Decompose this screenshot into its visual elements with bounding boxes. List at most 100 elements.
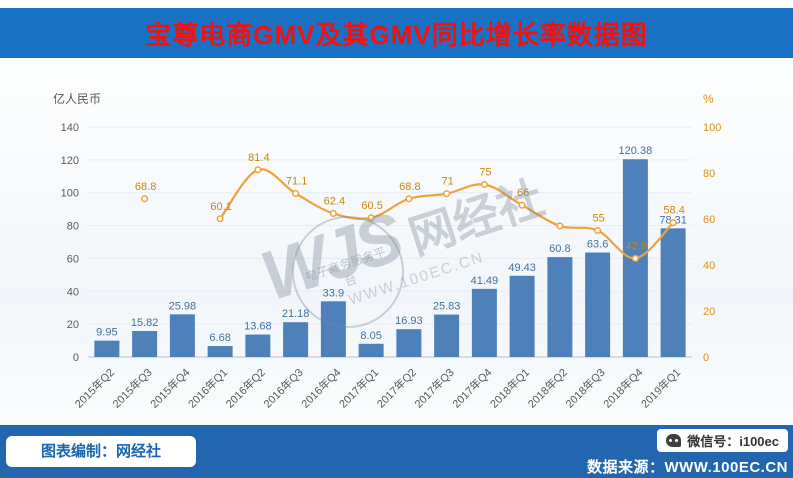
growth-point-marker — [556, 222, 564, 230]
growth-point-marker — [254, 166, 262, 174]
growth-value-label: 71.1 — [286, 175, 307, 187]
x-tick-label: 2017年Q1 — [336, 365, 381, 410]
growth-point-marker — [518, 201, 526, 209]
growth-point-marker — [443, 190, 451, 198]
x-tick-label: 2016年Q1 — [185, 365, 230, 410]
gmv-bar — [207, 346, 233, 357]
footer-bar: 图表编制：网经社 微信号：i100ec 数据来源：WWW.100EC.CN — [0, 425, 793, 478]
x-tick-label: 2018年Q2 — [525, 365, 570, 410]
x-tick-label: 2015年Q3 — [109, 365, 154, 410]
gmv-bar-value-label: 13.68 — [244, 321, 272, 333]
y-left-tick-label: 100 — [61, 188, 79, 200]
x-tick-label: 2018年Q4 — [600, 365, 645, 410]
gmv-bar-value-label: 6.68 — [209, 332, 230, 344]
data-source: 数据来源：WWW.100EC.CN — [586, 459, 788, 476]
gmv-bar-value-label: 63.6 — [587, 239, 608, 251]
y-right-tick-label: 40 — [703, 260, 715, 272]
gmv-bar-value-label: 15.82 — [131, 317, 159, 329]
footer-right: 微信号：i100ec 数据来源：WWW.100EC.CN — [587, 429, 788, 477]
gmv-bar — [94, 340, 120, 357]
gmv-bar-value-label: 41.49 — [471, 275, 499, 287]
growth-value-label: 42.9 — [626, 240, 647, 252]
gmv-bar-value-label: 8.05 — [360, 330, 381, 342]
gmv-bar — [245, 334, 271, 357]
wechat-icon — [666, 434, 682, 447]
x-tick-label: 2017年Q4 — [449, 365, 494, 410]
growth-point-marker — [594, 226, 602, 235]
gmv-bar — [471, 288, 497, 357]
y-right-axis-title: % — [703, 92, 714, 106]
y-right-tick-label: 60 — [703, 214, 715, 226]
growth-point-marker — [367, 214, 375, 222]
growth-value-label: 75 — [479, 167, 491, 179]
growth-value-label: 68.8 — [135, 181, 156, 193]
x-tick-label: 2017年Q2 — [374, 365, 419, 410]
growth-point-marker — [292, 189, 300, 198]
y-left-tick-label: 0 — [73, 352, 79, 364]
wechat-chip: 微信号：i100ec — [657, 429, 788, 452]
x-tick-label: 2018年Q1 — [487, 365, 532, 410]
gmv-combo-chart: 0 20 40 60 80 100 120 140 0 20 40 60 80 100 亿人民币 % 2015年… — [53, 91, 721, 411]
credit-badge: 图表编制：网经社 — [6, 436, 196, 467]
x-tick-label: 2015年Q2 — [72, 365, 117, 410]
x-tick-label: 2016年Q3 — [260, 365, 305, 410]
x-tick-label: 2017年Q3 — [411, 365, 456, 410]
gmv-bar — [434, 314, 460, 357]
growth-value-label: 66 — [517, 187, 529, 199]
gmv-bar — [358, 343, 384, 357]
chart-title: 宝尊电商GMV及其GMV同比增长率数据图 — [145, 19, 648, 50]
y-left-tick-label: 40 — [67, 286, 79, 298]
growth-value-label: 81.4 — [248, 152, 269, 164]
gmv-bar — [547, 257, 573, 357]
gmv-bar — [585, 252, 611, 357]
growth-point-marker — [141, 195, 149, 203]
growth-value-label: 60.1 — [210, 201, 231, 213]
growth-point-marker — [669, 219, 677, 227]
gmv-bar-value-label: 49.43 — [508, 262, 536, 274]
growth-point-marker — [631, 254, 639, 262]
chart-section: 0 20 40 60 80 100 120 140 0 20 40 60 80 100 亿人民币% 2015年… — [0, 58, 793, 425]
x-tick-label: 2016年Q2 — [223, 365, 268, 410]
gmv-bar — [283, 322, 309, 357]
growth-value-label: 58.4 — [663, 205, 684, 217]
x-tick-label: 2015年Q4 — [147, 365, 192, 410]
growth-value-label: 68.8 — [399, 181, 420, 193]
y-left-tick-label: 140 — [61, 122, 79, 134]
gmv-bar — [132, 331, 158, 357]
gmv-bar — [396, 329, 422, 357]
growth-value-label: 60.5 — [361, 200, 382, 212]
gmv-bar — [509, 275, 535, 357]
y-right-tick-label: 0 — [703, 352, 709, 364]
gmv-bar — [660, 228, 686, 357]
growth-point-marker — [216, 215, 224, 223]
y-left-tick-label: 120 — [61, 155, 79, 167]
y-left-tick-label: 80 — [67, 221, 79, 233]
x-tick-label: 2018年Q3 — [562, 365, 607, 410]
title-bar: 宝尊电商GMV及其GMV同比增长率数据图 — [0, 8, 793, 58]
x-tick-label: 2019年Q1 — [638, 365, 683, 410]
x-tick-label: 2016年Q4 — [298, 365, 343, 410]
growth-point-marker — [329, 209, 337, 218]
y-left-tick-label: 60 — [67, 253, 79, 265]
gmv-bar-value-label: 25.83 — [433, 301, 461, 313]
gmv-bar-value-label: 33.9 — [323, 287, 344, 299]
wechat-label: 微信号：i100ec — [687, 434, 779, 449]
gmv-bar — [169, 314, 195, 357]
gmv-bar — [320, 301, 346, 357]
gmv-bar-value-label: 25.98 — [169, 300, 197, 312]
gmv-bar-value-label: 120.38 — [619, 145, 653, 157]
gmv-bar-value-label: 9.95 — [96, 327, 117, 339]
growth-value-label: 71 — [442, 176, 454, 188]
growth-value-label: 55 — [593, 213, 605, 225]
y-left-axis-title: 亿人民币 — [53, 91, 101, 106]
growth-point-marker — [405, 195, 413, 203]
y-right-tick-label: 100 — [703, 122, 721, 134]
growth-point-marker — [480, 180, 488, 189]
gmv-bar-value-label: 60.8 — [549, 243, 570, 255]
gmv-bar-value-label: 21.18 — [282, 308, 310, 320]
gmv-bar-value-label: 16.93 — [395, 315, 423, 327]
y-right-tick-label: 80 — [703, 168, 715, 180]
y-left-tick-label: 20 — [67, 319, 79, 331]
y-right-tick-label: 20 — [703, 306, 715, 318]
